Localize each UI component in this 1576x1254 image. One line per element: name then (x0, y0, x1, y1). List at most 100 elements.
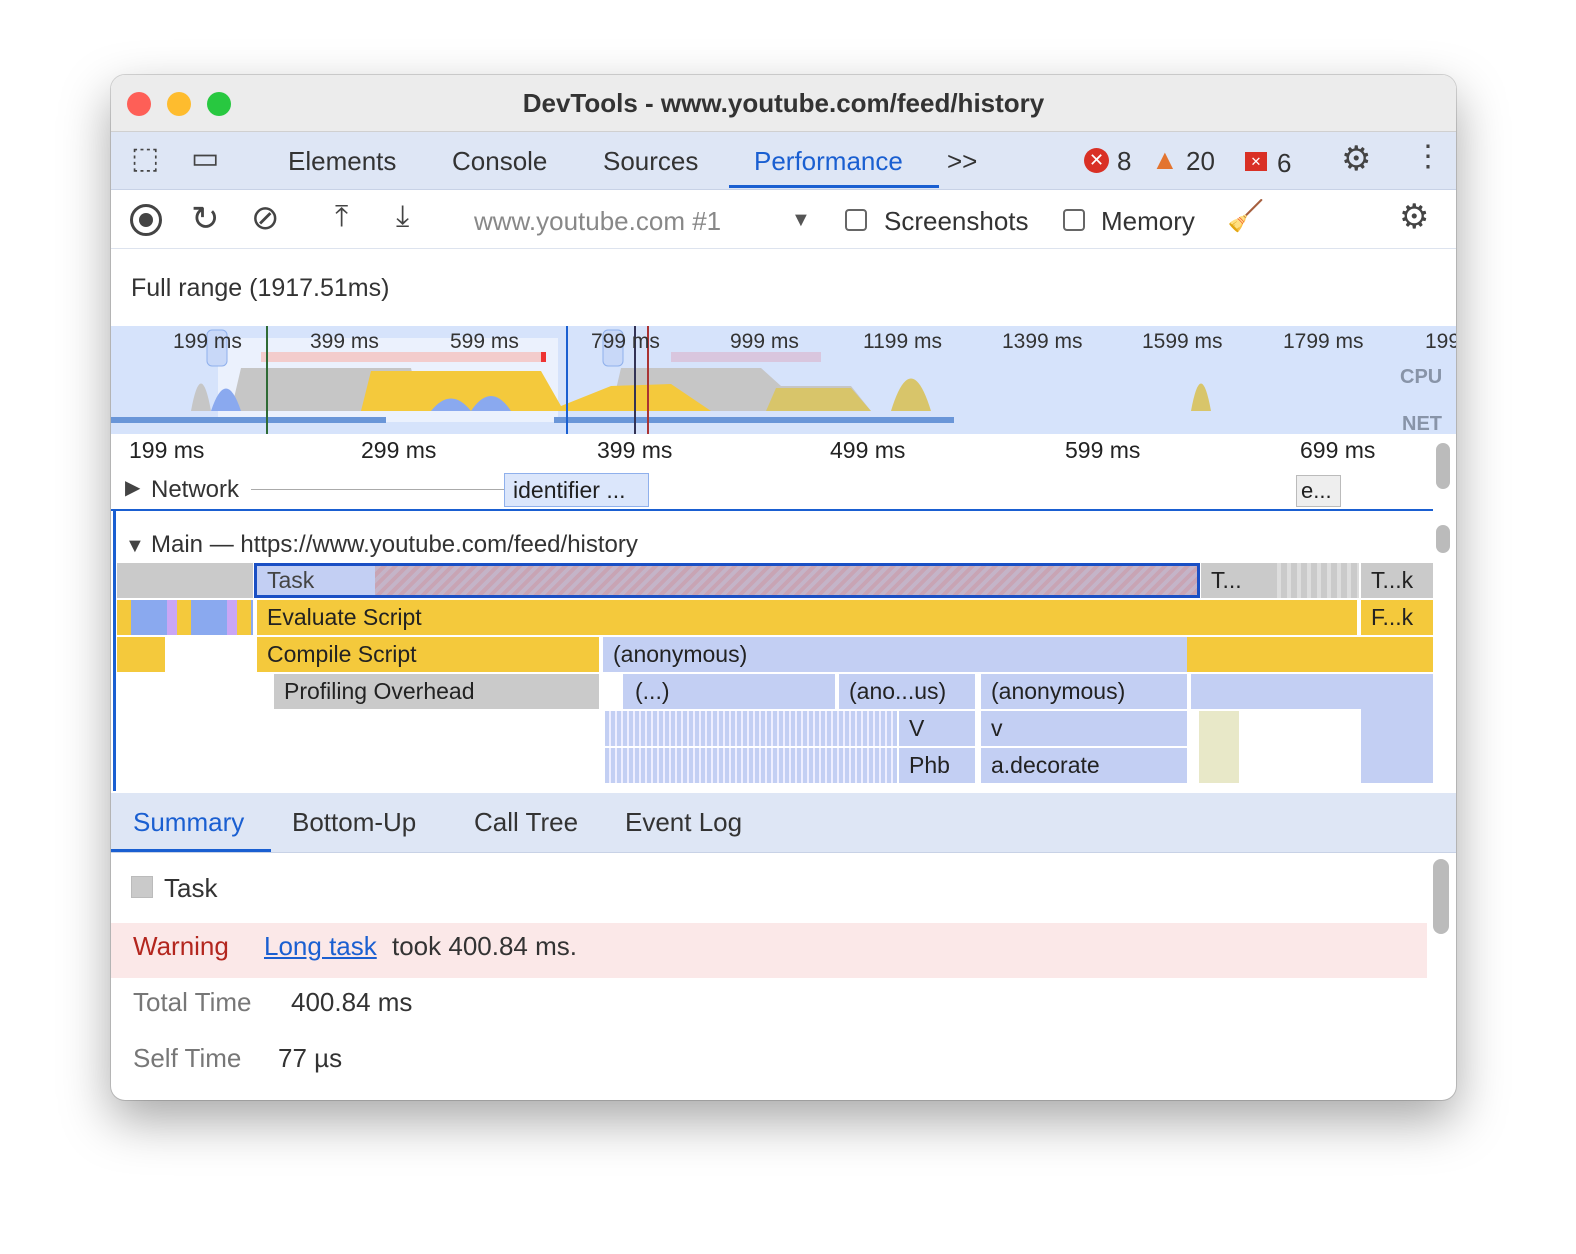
overview-tick: 999 ms (730, 330, 799, 353)
record-button[interactable] (130, 204, 162, 236)
more-tabs-button[interactable]: >> (947, 146, 978, 176)
tab-event-log[interactable]: Event Log (625, 807, 743, 837)
cpu-chart (111, 326, 1211, 434)
main-tab-bar: ⬚ ▭ Elements Console Sources Performance… (111, 132, 1456, 190)
net-label: NET (1402, 413, 1442, 435)
network-track-label[interactable]: Network (151, 476, 240, 503)
network-request[interactable]: identifier ... (504, 473, 649, 507)
overview-tick: 1999 ms (1425, 330, 1456, 353)
full-range-label: Full range (1917.51ms) (131, 274, 390, 302)
overview-tick: 399 ms (310, 330, 379, 353)
zoom-button[interactable] (207, 92, 231, 116)
track-scrollbar[interactable] (1436, 525, 1450, 553)
tab-bottom-up[interactable]: Bottom-Up (292, 807, 417, 837)
self-time-value: 77 µs (278, 1043, 343, 1073)
flamechart-scrollbar[interactable] (1436, 443, 1450, 489)
clear-icon[interactable]: ⊘ (251, 199, 280, 237)
warning-row (111, 923, 1427, 978)
flame-task[interactable]: T... (1201, 563, 1271, 598)
network-expand-icon[interactable]: ▶ (125, 477, 141, 499)
summary-title: Task (164, 873, 218, 903)
flame-task[interactable]: T...k (1361, 563, 1433, 598)
ruler-tick: 699 ms (1300, 437, 1376, 463)
flame-function[interactable] (1199, 711, 1239, 783)
total-time-label: Total Time (133, 987, 252, 1017)
error-count[interactable]: 8 (1117, 146, 1132, 176)
issues-icon[interactable]: ✕ (1245, 152, 1267, 171)
capture-settings-gear-icon[interactable]: ⚙ (1399, 198, 1430, 236)
tab-sources[interactable]: Sources (603, 146, 699, 176)
device-toolbar-icon[interactable]: ▭ (191, 142, 220, 175)
task-color-swatch (131, 876, 153, 898)
tab-performance[interactable]: Performance (754, 146, 903, 176)
cpu-label: CPU (1400, 366, 1443, 388)
main-track-label[interactable]: Main — https://www.youtube.com/feed/hist… (151, 531, 638, 558)
memory-checkbox[interactable] (1063, 209, 1085, 231)
long-task-link[interactable]: Long task (264, 931, 377, 961)
network-request[interactable]: e... (1296, 475, 1341, 507)
flame-function[interactable] (605, 711, 897, 746)
ruler-tick: 299 ms (361, 437, 437, 463)
title-bar: DevTools - www.youtube.com/feed/history (111, 75, 1456, 132)
overview-tick: 1599 ms (1142, 330, 1223, 353)
upload-icon[interactable]: ⤒ (335, 200, 349, 233)
tab-call-tree[interactable]: Call Tree (474, 807, 579, 837)
flame-anonymous[interactable]: (anonymous) (603, 637, 1187, 672)
flame-function[interactable] (605, 748, 897, 783)
devtools-window: DevTools - www.youtube.com/feed/history … (111, 75, 1456, 1100)
timeline-overview[interactable]: 199 ms 399 ms 599 ms 799 ms 999 ms 1199 … (111, 326, 1456, 435)
reload-record-icon[interactable]: ↻ (191, 200, 220, 238)
minimize-button[interactable] (167, 92, 191, 116)
flame-chart[interactable]: Task T... T...k Evaluate Script F...k Co… (111, 563, 1433, 789)
flame-function[interactable]: Phb (899, 748, 975, 783)
inspect-element-icon[interactable]: ⬚ (131, 142, 160, 175)
chevron-down-icon[interactable]: ▼ (791, 209, 811, 231)
error-icon[interactable]: ✕ (1084, 148, 1109, 173)
overview-tick: 799 ms (591, 330, 660, 353)
tab-console[interactable]: Console (452, 146, 548, 176)
flame-function[interactable] (1187, 637, 1433, 672)
more-options-icon[interactable]: ⋮ (1413, 140, 1443, 173)
ruler-tick: 199 ms (129, 437, 205, 463)
flame-profiling-overhead[interactable]: Profiling Overhead (274, 674, 599, 709)
warning-text: took 400.84 ms. (392, 931, 577, 961)
overview-tick: 199 ms (173, 330, 242, 353)
warning-label: Warning (133, 931, 229, 961)
flame-function[interactable]: V (899, 711, 975, 746)
ruler-tick: 399 ms (597, 437, 673, 463)
ruler-tick: 499 ms (830, 437, 906, 463)
total-time-value: 400.84 ms (291, 987, 413, 1017)
issues-count[interactable]: 6 (1277, 148, 1292, 178)
details-tab-bar: Summary Bottom-Up Call Tree Event Log (111, 793, 1456, 853)
flame-function[interactable]: (anonymous) (981, 674, 1187, 709)
warning-count[interactable]: 20 (1186, 146, 1215, 176)
settings-gear-icon[interactable]: ⚙ (1341, 140, 1372, 178)
self-time-label: Self Time (133, 1043, 242, 1073)
flame-function[interactable]: (...) (623, 674, 835, 709)
warning-icon[interactable]: ▲ (1151, 144, 1179, 175)
screenshots-checkbox[interactable] (845, 209, 867, 231)
main-collapse-icon[interactable]: ▼ (125, 535, 145, 557)
flame-function[interactable]: a.decorate (981, 748, 1187, 783)
flame-function[interactable] (1361, 674, 1433, 783)
tab-elements[interactable]: Elements (288, 146, 397, 176)
flame-script[interactable] (117, 600, 253, 635)
tab-summary[interactable]: Summary (133, 807, 245, 837)
flame-evaluate-script[interactable]: Evaluate Script (257, 600, 1357, 635)
flame-function[interactable]: (ano...us) (839, 674, 975, 709)
overview-tick: 1799 ms (1283, 330, 1364, 353)
download-icon[interactable]: ⤓ (396, 200, 410, 233)
garbage-collect-broom-icon[interactable]: 🧹 (1227, 200, 1265, 233)
memory-label: Memory (1101, 206, 1195, 236)
flame-task[interactable] (117, 563, 253, 598)
target-select[interactable]: www.youtube.com #1 (474, 206, 722, 236)
flame-task[interactable] (1271, 563, 1359, 598)
active-tab-indicator (729, 185, 939, 188)
flame-compile-script[interactable]: Compile Script (257, 637, 599, 672)
flame-task-selected[interactable]: Task (254, 563, 1200, 598)
flame-function[interactable]: F...k (1361, 600, 1433, 635)
flame-function[interactable]: v (981, 711, 1187, 746)
close-button[interactable] (127, 92, 151, 116)
flame-script[interactable] (117, 637, 165, 672)
summary-scrollbar[interactable] (1433, 859, 1449, 934)
